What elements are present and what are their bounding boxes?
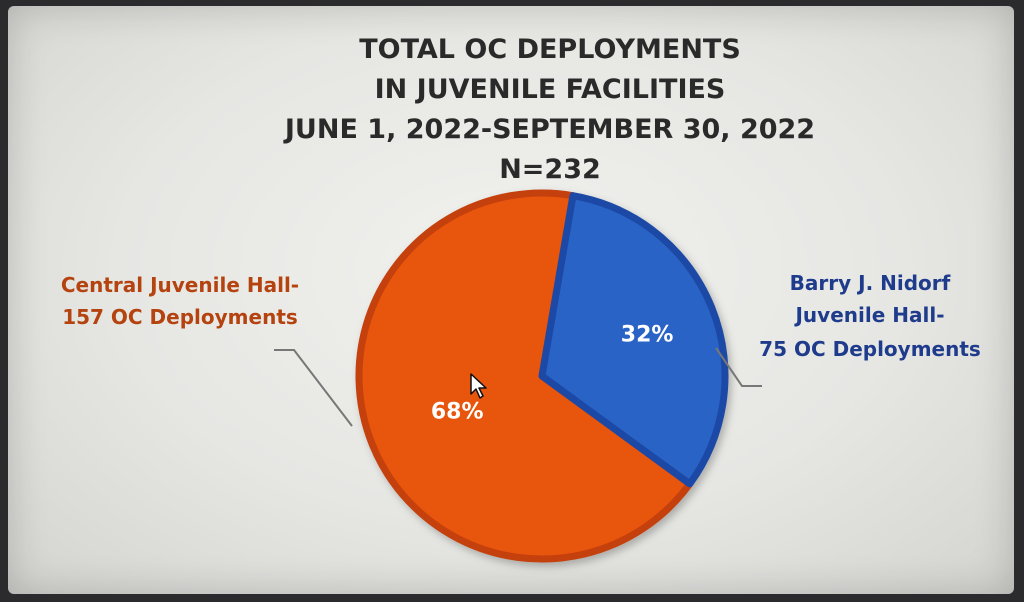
pie-slice-central xyxy=(355,189,694,563)
title-line-4: N=232 xyxy=(499,154,601,185)
nidorf-label: Barry J. Nidorf Juvenile Hall- 75 OC Dep… xyxy=(759,271,981,361)
pct-label-central: 68% xyxy=(431,399,484,424)
title-line-1: TOTAL OC DEPLOYMENTS xyxy=(359,34,741,65)
nidorf-leader-line xyxy=(715,347,762,387)
nidorf-label-line-2: Juvenile Hall- xyxy=(793,303,944,327)
central-label-line-1: Central Juvenile Hall- xyxy=(61,273,299,297)
mouse-pointer-icon xyxy=(470,373,487,399)
nidorf-label-line-3: 75 OC Deployments xyxy=(759,337,981,361)
nidorf-label-line-1: Barry J. Nidorf xyxy=(790,271,951,295)
title-line-2: IN JUVENILE FACILITIES xyxy=(375,74,726,105)
pie-slice-nidorf xyxy=(538,192,729,488)
central-label-line-2: 157 OC Deployments xyxy=(62,305,298,329)
central-label: Central Juvenile Hall- 157 OC Deployment… xyxy=(61,273,299,329)
central-leader-line xyxy=(274,349,353,427)
chart-title: TOTAL OC DEPLOYMENTS IN JUVENILE FACILIT… xyxy=(283,34,815,185)
pie-chart: TOTAL OC DEPLOYMENTS IN JUVENILE FACILIT… xyxy=(61,34,981,563)
slide: TOTAL OC DEPLOYMENTS IN JUVENILE FACILIT… xyxy=(8,6,1014,594)
pct-label-nidorf: 32% xyxy=(621,322,674,347)
title-line-3: JUNE 1, 2022-SEPTEMBER 30, 2022 xyxy=(283,114,815,145)
pie-slices xyxy=(355,189,729,563)
